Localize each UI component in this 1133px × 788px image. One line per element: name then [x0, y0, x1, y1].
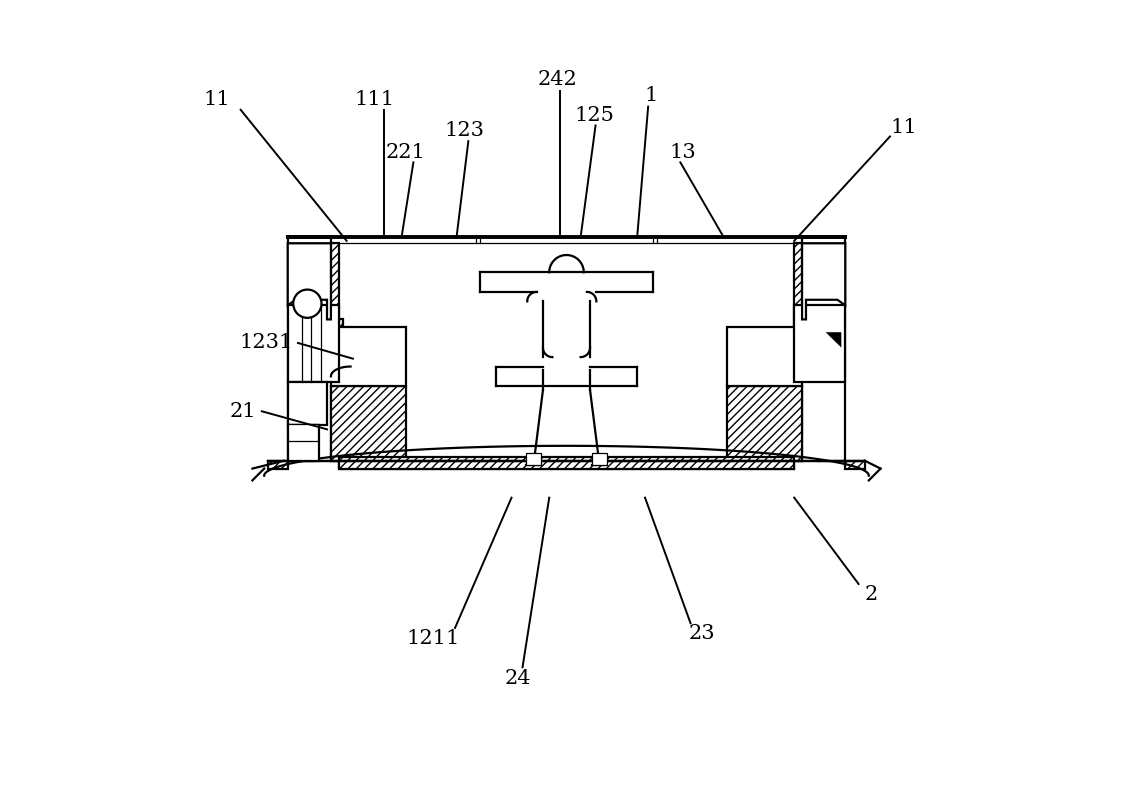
Bar: [331, 327, 406, 386]
Text: 1231: 1231: [240, 333, 293, 352]
Polygon shape: [845, 461, 864, 469]
Polygon shape: [331, 243, 342, 461]
Polygon shape: [727, 386, 802, 461]
Text: 2: 2: [864, 585, 878, 604]
Polygon shape: [331, 386, 406, 461]
Text: 1211: 1211: [407, 630, 460, 649]
Polygon shape: [794, 243, 802, 461]
Bar: [591, 453, 607, 465]
Polygon shape: [802, 243, 845, 319]
Polygon shape: [339, 461, 794, 469]
Polygon shape: [288, 243, 331, 319]
Bar: [288, 382, 327, 426]
Bar: [794, 305, 845, 382]
Text: 111: 111: [353, 90, 394, 109]
Text: 11: 11: [204, 90, 230, 109]
Bar: [331, 243, 802, 386]
Bar: [727, 327, 802, 386]
Text: 1: 1: [645, 86, 658, 105]
Text: 13: 13: [670, 143, 696, 162]
Text: 11: 11: [891, 117, 918, 136]
Polygon shape: [339, 457, 794, 469]
Text: 221: 221: [385, 143, 426, 162]
Text: 242: 242: [537, 70, 577, 89]
Circle shape: [293, 289, 322, 318]
Bar: [288, 424, 317, 441]
Text: 125: 125: [574, 106, 614, 125]
Text: 24: 24: [504, 669, 531, 688]
Bar: [526, 453, 542, 465]
Bar: [288, 426, 320, 461]
Text: 123: 123: [444, 121, 485, 140]
Text: 21: 21: [230, 402, 256, 421]
Bar: [288, 305, 339, 382]
Polygon shape: [269, 461, 288, 469]
Polygon shape: [826, 333, 842, 348]
Text: 23: 23: [688, 624, 715, 643]
